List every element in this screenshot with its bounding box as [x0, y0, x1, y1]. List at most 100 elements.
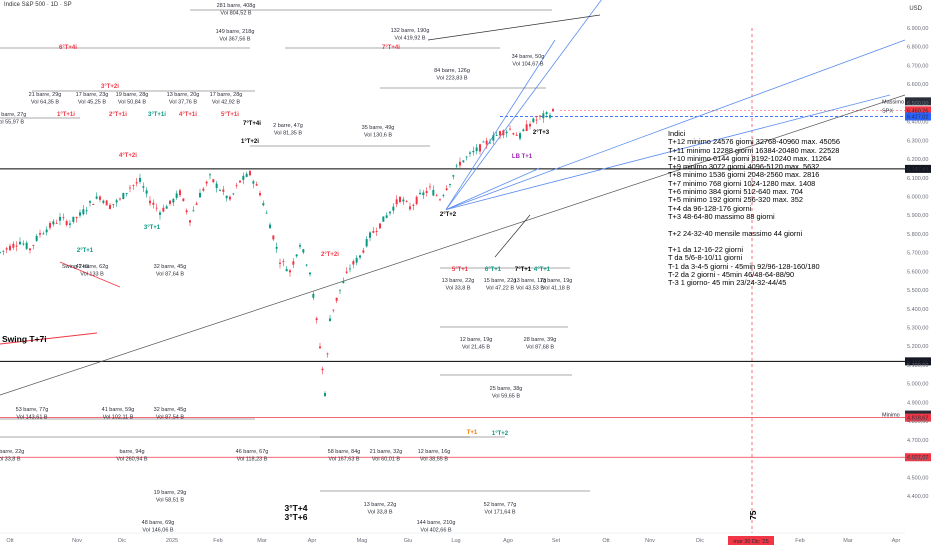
candle-body [142, 186, 145, 188]
range-bars-label: 28 barre, 39g [524, 337, 557, 343]
candle-body [349, 268, 351, 270]
candle-body [109, 204, 111, 209]
candle-body [135, 182, 138, 184]
cycle-label: 1°T+1i [57, 112, 75, 118]
vertical-annotation: 75 [748, 510, 758, 520]
range-volume-label: Vol 167,63 B [328, 457, 360, 463]
cycle-label: 6°T+1 [485, 267, 502, 273]
y-tick-label: 5.100,00 [907, 363, 928, 369]
range-volume-label: Vol 33,8 B [445, 286, 470, 292]
x-tick-label: Mar [257, 538, 267, 544]
swing-annotation: Swing T+6i [62, 264, 89, 270]
x-tick-label: Feb [795, 538, 804, 544]
candle-body [225, 195, 228, 199]
x-tick-label: Ago [503, 538, 513, 544]
trend-fan-lines [0, 0, 906, 396]
candle-body [329, 318, 331, 322]
cycle-label: 7°T+1 [515, 267, 532, 273]
x-tick-label: Mag [357, 538, 368, 544]
range-volume-label: Vol 87,54 B [156, 415, 184, 421]
candle-body [435, 195, 438, 197]
range-bars-label: barre, 94g [119, 449, 144, 455]
range-bars-label: 35 barre, 49g [362, 125, 395, 131]
candle-body [255, 184, 258, 186]
y-tick-label: 4.500,00 [907, 475, 928, 481]
candle-body [362, 250, 365, 253]
range-bars-label: 13 barre, 22g [442, 278, 475, 284]
cycle-label: 5°T+1i [221, 112, 239, 118]
y-axis: 6.900,00 6.800,00 6.700,00 6.600,00 6.500,00… [907, 26, 928, 500]
candle-body [182, 198, 185, 201]
cycle-label: 3°T+4 [284, 503, 307, 513]
candle-body [432, 189, 435, 196]
arrow-line [494, 214, 531, 258]
x-tick-label: Giu [404, 538, 413, 544]
candle-body [22, 243, 25, 245]
candle-body [192, 210, 195, 212]
candle-body [489, 142, 491, 144]
candle-body [75, 217, 78, 219]
candle-body [429, 186, 431, 188]
candle-body [155, 207, 158, 209]
candle-body [339, 289, 341, 291]
candle-body [25, 242, 28, 249]
price-tag-value: 6.460,26 [907, 108, 928, 114]
candle-body [199, 192, 201, 198]
candle-body [305, 264, 308, 266]
price-tag-value: 6.427,02 [907, 115, 928, 121]
arrow-line [427, 14, 601, 41]
cycle-label: 3°T+2i [101, 84, 119, 90]
candle-body [412, 204, 415, 206]
candle-body [242, 175, 245, 180]
range-volume-label: Vol 33,8 B [367, 510, 392, 516]
candle-body [545, 112, 548, 115]
range-volume-label: Vol 804,52 B [220, 11, 252, 17]
candle-body [179, 190, 181, 196]
range-bars-label: 46 barre, 67g [236, 449, 269, 455]
horizontal-levels [0, 28, 905, 533]
candle-body [529, 124, 531, 127]
candle-body [235, 185, 238, 187]
candle-body [229, 196, 231, 200]
y-tick-label: 4.600,00 [907, 457, 928, 463]
price-tag-value: 4.607,07 [907, 455, 928, 461]
candle-body [2, 250, 5, 252]
candle-body [419, 192, 421, 195]
candle-body [149, 200, 151, 204]
range-volume-label: Vol 21,45 B [462, 345, 490, 351]
candle-body [252, 181, 255, 184]
candle-body [345, 271, 348, 273]
range-volume-label: Vol 60,01 B [372, 457, 400, 463]
range-volume-label: Vol 118,23 B [237, 457, 268, 463]
cycle-label: 3°T+6 [284, 512, 307, 522]
price-tag-name: Minimo [882, 413, 900, 419]
cycle-label: 3°T+1i [148, 112, 166, 118]
candle-body [239, 180, 241, 183]
candle-body [315, 318, 318, 320]
candle-body [85, 210, 88, 212]
price-tag-value: 5.119,26 [907, 359, 928, 365]
candle-body [295, 254, 298, 257]
range-volume-label: Vol 81,35 B [274, 131, 302, 137]
cycle-label: 1°T+2i [241, 139, 259, 145]
x-tick-label: Dic [696, 538, 704, 544]
x-axis: Ott Nov Dic 2025 Feb Mar Apr Mag Giu Lug Ago Set Ott… [0, 532, 905, 544]
y-tick-label: 4.400,00 [907, 494, 928, 500]
candle-body [259, 193, 261, 196]
x-tick-label: Set [552, 538, 561, 544]
candle-body [12, 243, 15, 248]
cycle-label: 2°T+1 [77, 248, 94, 254]
price-tag-bg [905, 357, 931, 366]
range-bars-label: 32 barre, 45g [154, 407, 187, 413]
y-tick-label: 6.700,00 [907, 63, 928, 69]
price-tag-bg [905, 453, 931, 462]
range-bars-label: 19 barre, 28g [116, 92, 149, 98]
candle-body [342, 281, 345, 284]
cycle-label: T+1 [467, 430, 478, 436]
candle-body [125, 192, 128, 194]
y-tick-label: 4.800,00 [907, 419, 928, 425]
cycle-label: 6°T+4i [59, 45, 77, 51]
date-tag-bg [728, 536, 774, 545]
range-bars-label: 281 barre, 408g [217, 3, 256, 9]
